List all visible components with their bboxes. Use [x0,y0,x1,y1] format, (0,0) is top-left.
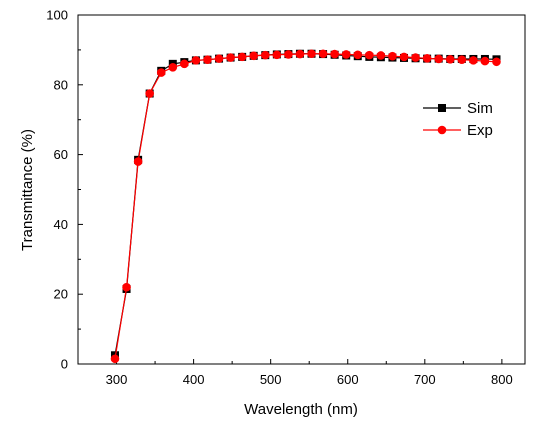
x-axis-label: Wavelength (nm) [244,401,358,418]
data-point-exp [180,59,189,69]
y-tick-label: 0 [61,357,68,372]
legend-marker-exp [437,125,447,135]
data-point-exp [492,57,501,67]
data-point-exp [145,89,154,98]
data-point-exp [156,68,166,77]
data-point-exp [388,51,397,61]
data-point-exp [168,63,178,72]
data-point-exp [295,49,305,59]
data-point-exp [272,50,282,60]
data-point-exp [214,54,224,63]
data-point-exp [226,53,235,62]
data-point-exp [249,51,259,61]
y-axis-label: Transmittance (%) [19,129,36,251]
data-point-exp [376,51,386,60]
plot-frame [77,14,526,365]
y-tick-label: 100 [46,8,68,23]
data-point-exp [353,50,363,60]
x-tick-label: 500 [260,372,282,387]
series-line-sim [114,53,497,356]
y-tick-label: 20 [54,287,68,302]
data-point-exp [330,49,339,59]
legend-marker-sim [438,104,446,112]
data-point-exp [307,49,316,59]
x-tick-label: 700 [414,372,436,387]
data-point-exp [110,354,120,364]
y-tick-label: 40 [54,217,68,232]
y-tick-label: 80 [54,77,68,92]
data-point-exp [422,53,432,63]
y-axis-ticks: 0 20 40 60 80 100 [46,8,83,372]
x-tick-label: 600 [337,372,359,387]
data-point-exp [191,56,201,65]
data-point-exp [480,56,490,66]
data-point-exp [122,282,131,292]
data-point-exp [133,157,143,166]
data-point-exp [411,53,420,62]
series-line-exp [114,53,497,359]
data-point-exp [445,55,455,64]
data-point-exp [318,49,328,59]
data-point-exp [365,50,374,60]
legend: Sim Exp [423,100,493,139]
data-point-exp [399,52,409,62]
x-axis-ticks: 300 400 500 600 700 800 [106,359,513,387]
legend-label-exp: Exp [467,122,493,139]
data-point-exp [260,50,270,60]
data-point-exp [341,50,351,59]
data-point-exp [203,55,212,64]
data-point-exp [434,54,443,64]
data-point-exp [237,52,247,62]
series-layer [110,49,501,364]
x-tick-label: 300 [106,372,128,387]
x-tick-label: 800 [491,372,513,387]
x-tick-label: 400 [183,372,205,387]
data-point-exp [457,55,467,64]
y-tick-label: 60 [54,147,68,162]
data-point-exp [284,50,293,59]
legend-label-sim: Sim [467,100,493,117]
data-point-exp [469,56,478,65]
